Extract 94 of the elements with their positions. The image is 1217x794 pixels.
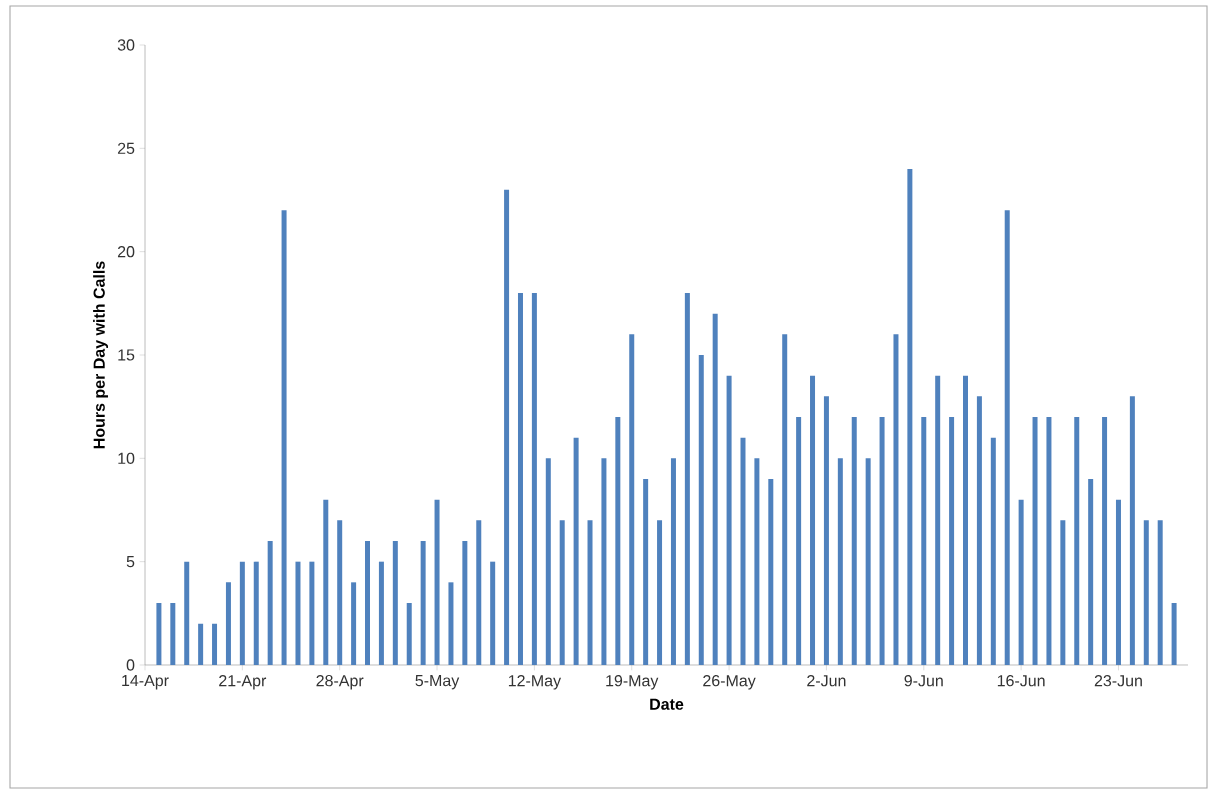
bar	[392, 541, 398, 665]
x-tick-label: 14-Apr	[122, 675, 169, 690]
bar	[684, 293, 690, 665]
bar	[643, 479, 649, 665]
bar	[198, 623, 204, 665]
bar	[490, 561, 496, 665]
bar	[1074, 417, 1080, 665]
bar	[156, 603, 162, 665]
bar	[184, 561, 190, 665]
bar	[879, 417, 885, 665]
bar	[1060, 520, 1066, 665]
x-tick-label: 9-Jun	[904, 675, 943, 687]
bar	[823, 396, 829, 665]
bar	[670, 458, 676, 665]
bar	[782, 334, 788, 665]
bar	[698, 355, 704, 665]
bar	[893, 334, 899, 665]
x-tick-label: 12-May	[508, 675, 562, 690]
bar	[629, 334, 635, 665]
x-tick-label: 26-May	[703, 675, 756, 690]
bar	[1088, 479, 1094, 665]
bar	[212, 623, 218, 665]
bar	[615, 417, 621, 665]
bar	[754, 458, 760, 665]
y-tick-label: 30	[117, 39, 135, 51]
bar	[225, 582, 231, 665]
bar	[170, 603, 176, 665]
bar	[976, 396, 982, 665]
bar	[712, 313, 718, 665]
bar	[740, 437, 746, 665]
y-axis-title: Hours per Day with Calls	[93, 261, 109, 449]
bar	[1129, 396, 1135, 665]
bar	[1171, 603, 1177, 665]
bar	[253, 561, 259, 665]
bar	[323, 499, 329, 665]
bar	[378, 561, 384, 665]
bar	[935, 375, 941, 665]
bar	[796, 417, 802, 665]
bar	[1102, 417, 1108, 665]
x-tick-label: 19-May	[606, 675, 659, 690]
bar	[476, 520, 482, 665]
bar	[921, 417, 927, 665]
bar	[810, 375, 816, 665]
bar	[337, 520, 343, 665]
bar	[281, 210, 287, 665]
bar	[239, 561, 245, 665]
bar	[517, 293, 523, 665]
bar	[1115, 499, 1121, 665]
x-tick-label: 2-Jun	[807, 675, 846, 687]
x-tick-label: 5-May	[415, 675, 460, 690]
bar	[1143, 520, 1149, 665]
bar	[309, 561, 315, 665]
y-tick-label: 20	[117, 246, 135, 258]
bar	[448, 582, 454, 665]
bar	[559, 520, 565, 665]
bar	[295, 561, 301, 665]
bar	[267, 541, 273, 665]
bar	[1046, 417, 1052, 665]
bar	[351, 582, 357, 665]
bar	[726, 375, 732, 665]
bar	[907, 169, 913, 665]
y-tick-label: 25	[117, 142, 135, 154]
bar	[990, 437, 996, 665]
bar	[601, 458, 607, 665]
bar	[434, 499, 440, 665]
y-tick-label: 0	[126, 659, 135, 671]
bar	[462, 541, 468, 665]
bar	[573, 437, 579, 665]
x-tick-label: 23-Jun	[1094, 675, 1142, 687]
bar	[365, 541, 371, 665]
x-axis-title: Date	[650, 698, 684, 710]
bar	[545, 458, 551, 665]
x-tick-label: 28-Apr	[316, 675, 364, 690]
bar	[657, 520, 663, 665]
bar	[504, 189, 510, 665]
bar	[406, 603, 412, 665]
y-tick-label: 15	[118, 349, 135, 361]
bar	[851, 417, 857, 665]
bar	[420, 541, 426, 665]
bar	[1018, 499, 1024, 665]
x-tick-label: 21-Apr	[219, 675, 267, 690]
bar	[587, 520, 593, 665]
bar	[531, 293, 537, 665]
bar	[865, 458, 871, 665]
bar	[768, 479, 774, 665]
bar	[949, 417, 955, 665]
bar	[963, 375, 968, 665]
x-tick-label: 16-Jun	[997, 675, 1045, 687]
y-tick-label: 10	[118, 452, 135, 464]
bar	[1157, 520, 1163, 665]
bar	[837, 458, 843, 665]
y-tick-label: 5	[126, 556, 135, 568]
bar	[1004, 210, 1010, 665]
bar	[1032, 417, 1038, 665]
